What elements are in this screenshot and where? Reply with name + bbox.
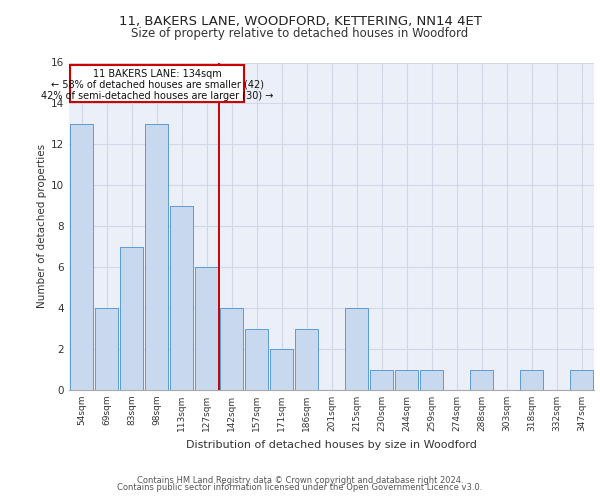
Text: Contains public sector information licensed under the Open Government Licence v3: Contains public sector information licen… [118,484,482,492]
Bar [120,246,143,390]
Bar [395,370,418,390]
Bar [70,124,93,390]
Bar [170,206,193,390]
Bar [520,370,543,390]
Y-axis label: Number of detached properties: Number of detached properties [37,144,47,308]
Bar [245,328,268,390]
Bar [145,124,168,390]
Text: ← 58% of detached houses are smaller (42): ← 58% of detached houses are smaller (42… [50,80,263,90]
FancyBboxPatch shape [70,64,244,102]
Bar [345,308,368,390]
Bar [95,308,118,390]
Bar [370,370,393,390]
Text: 11 BAKERS LANE: 134sqm: 11 BAKERS LANE: 134sqm [93,69,221,79]
Bar [295,328,318,390]
Bar [270,349,293,390]
Bar [570,370,593,390]
Bar [470,370,493,390]
Text: Contains HM Land Registry data © Crown copyright and database right 2024.: Contains HM Land Registry data © Crown c… [137,476,463,485]
X-axis label: Distribution of detached houses by size in Woodford: Distribution of detached houses by size … [186,440,477,450]
Text: Size of property relative to detached houses in Woodford: Size of property relative to detached ho… [131,28,469,40]
Bar [220,308,243,390]
Text: 11, BAKERS LANE, WOODFORD, KETTERING, NN14 4ET: 11, BAKERS LANE, WOODFORD, KETTERING, NN… [119,15,481,28]
Bar [195,267,218,390]
Bar [420,370,443,390]
Text: 42% of semi-detached houses are larger (30) →: 42% of semi-detached houses are larger (… [41,90,274,101]
